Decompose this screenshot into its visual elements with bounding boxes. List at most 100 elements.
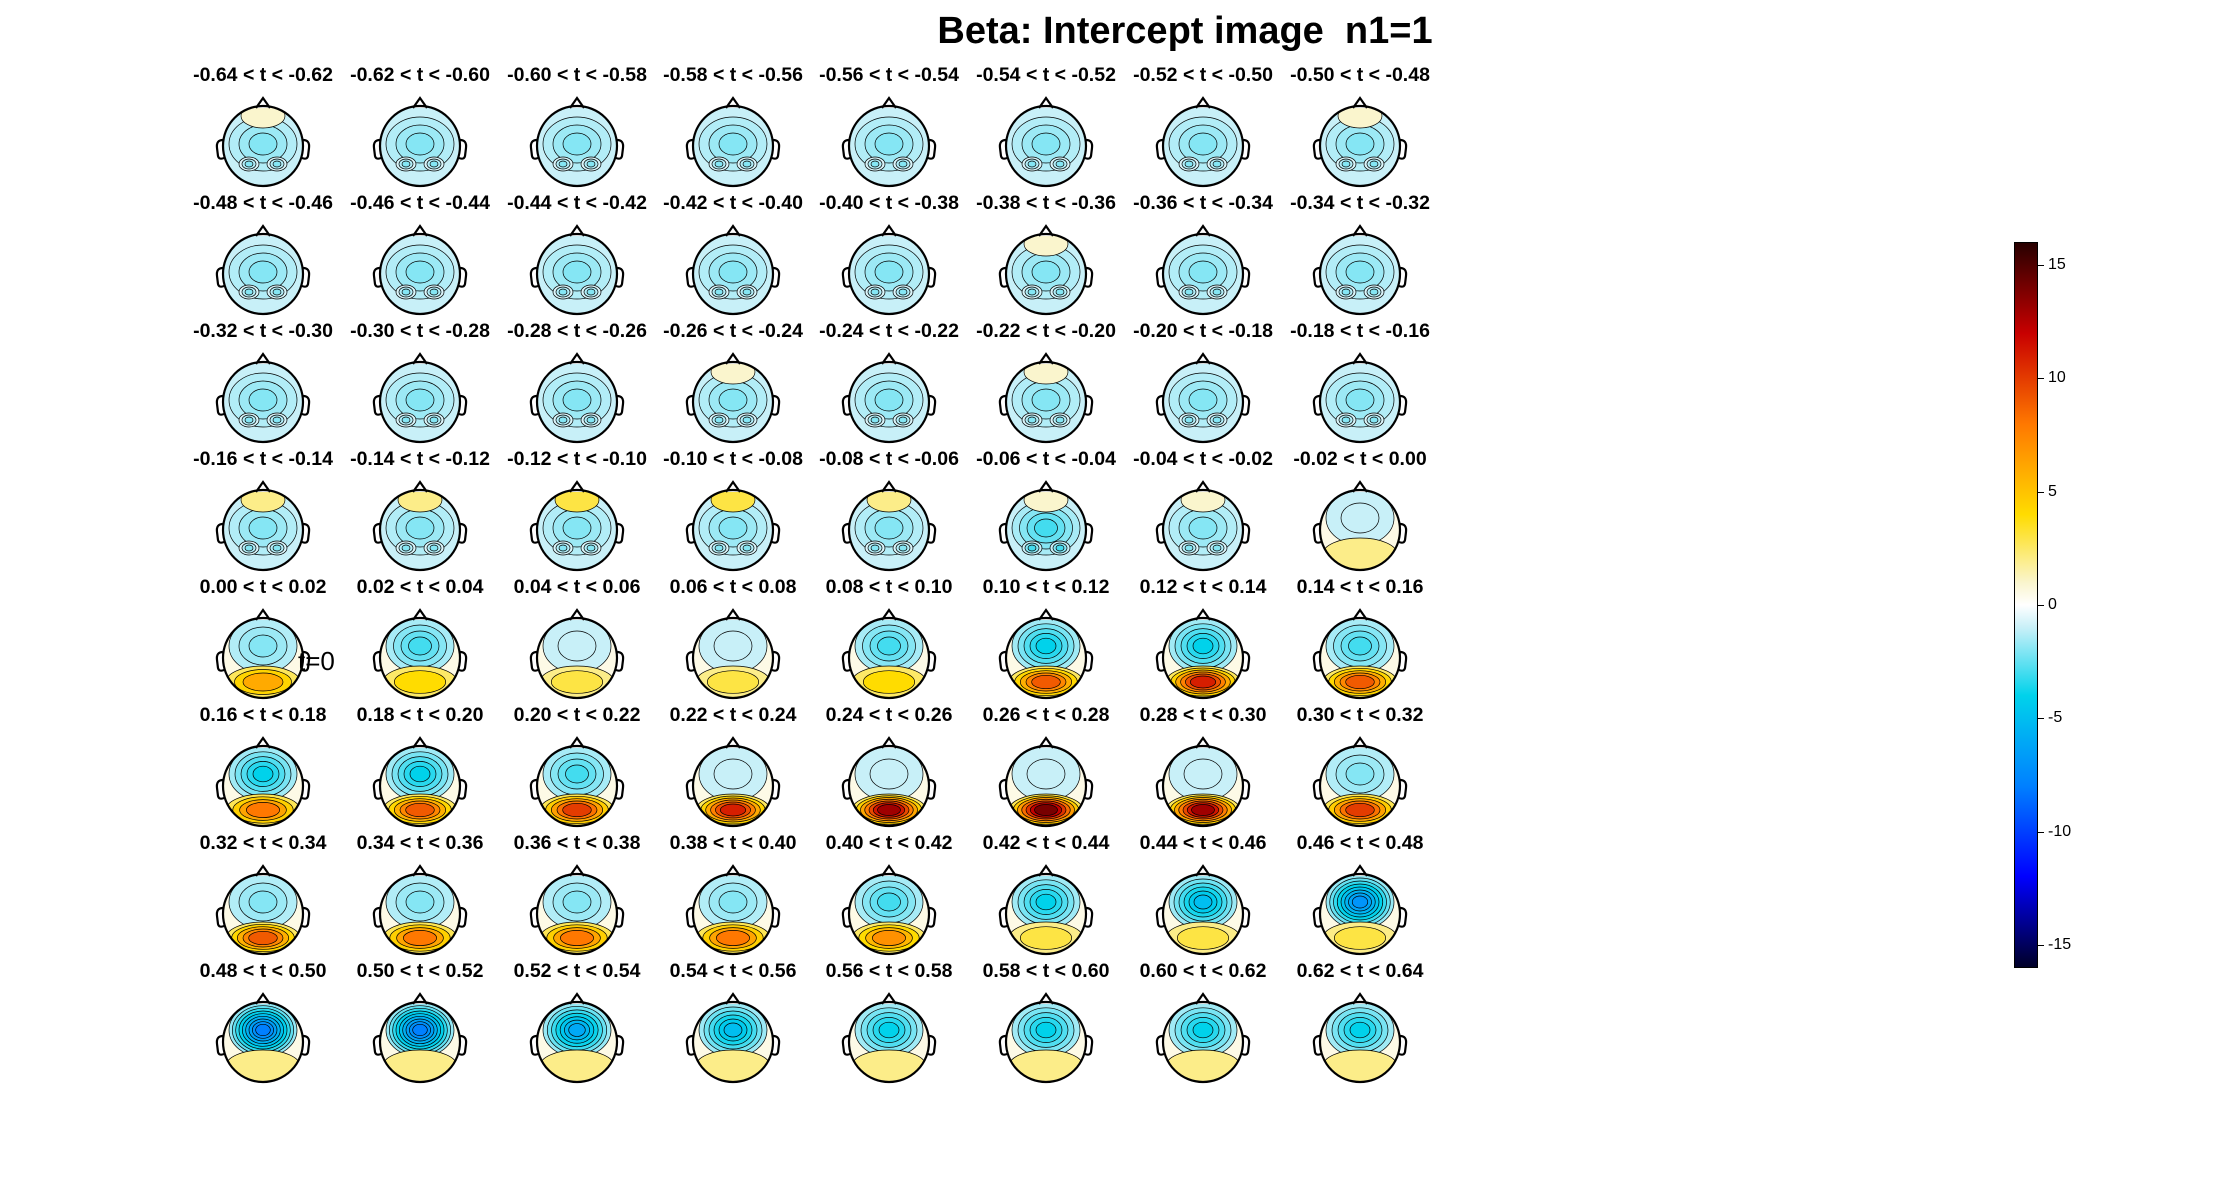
- scalp-map: [693, 1002, 773, 1082]
- scalp-map: [1006, 362, 1086, 442]
- posterior-contour: [1184, 416, 1194, 424]
- negative-contour: [409, 765, 431, 783]
- positive-contour: [242, 672, 284, 692]
- scalp-map: [380, 106, 460, 186]
- head-outline: [1161, 104, 1245, 188]
- left-ear: [215, 266, 225, 288]
- left-ear: [998, 906, 1008, 928]
- negative-contour: [248, 388, 278, 412]
- head-outline: [1161, 616, 1245, 700]
- head-outline: [378, 744, 462, 828]
- topoplot-head: [215, 224, 311, 316]
- scalp-map: [537, 106, 617, 186]
- right-ear: [1241, 650, 1251, 672]
- panel-title: -0.52 < t < -0.50: [1133, 64, 1273, 86]
- posterior-contour: [742, 544, 752, 552]
- colorbar-tick-label: 0: [2048, 596, 2057, 613]
- colorbar-tick-label: 10: [2048, 369, 2066, 387]
- posterior-contour: [714, 288, 724, 296]
- right-ear: [1398, 394, 1408, 416]
- posterior-contour: [1027, 544, 1037, 552]
- left-ear: [841, 266, 851, 288]
- positive-contour: [560, 930, 594, 946]
- topoplot-head: [215, 608, 311, 700]
- right-ear: [458, 266, 468, 288]
- panel-title: 0.54 < t < 0.56: [669, 960, 797, 982]
- right-ear: [1084, 778, 1094, 800]
- left-ear: [372, 394, 382, 416]
- head-outline: [847, 616, 931, 700]
- head-outline: [221, 744, 305, 828]
- panel-title: 0.50 < t < 0.52: [356, 960, 484, 982]
- topoplot-head: [215, 480, 311, 572]
- left-ear: [685, 522, 695, 544]
- left-ear: [215, 1034, 225, 1056]
- panel-title: -0.60 < t < -0.58: [507, 64, 647, 86]
- posterior-contour: [1212, 160, 1222, 168]
- negative-contour: [718, 516, 748, 540]
- positive-contour: [382, 1049, 458, 1082]
- left-ear: [998, 394, 1008, 416]
- left-ear: [1312, 906, 1322, 928]
- right-ear: [771, 650, 781, 672]
- positive-contour: [706, 670, 760, 694]
- head-outline: [1161, 1000, 1245, 1084]
- posterior-contour: [1212, 416, 1222, 424]
- left-ear: [841, 522, 851, 544]
- negative-contour: [874, 516, 904, 540]
- negative-contour: [248, 634, 278, 658]
- topoplot-panel: 0.52 < t < 0.54: [462, 960, 692, 1088]
- left-ear: [685, 138, 695, 160]
- negative-contour: [874, 388, 904, 412]
- negative-contour: [405, 388, 435, 412]
- right-ear: [1398, 138, 1408, 160]
- scalp-map: [1320, 490, 1400, 570]
- right-ear: [771, 138, 781, 160]
- left-ear: [998, 778, 1008, 800]
- topoplot-panel: -0.48 < t < -0.46: [148, 192, 378, 320]
- scalp-map: [223, 746, 303, 826]
- negative-contour: [874, 132, 904, 156]
- topoplot-head: [841, 480, 937, 572]
- topoplot-head: [529, 992, 625, 1084]
- left-ear: [1312, 650, 1322, 672]
- head-outline: [1161, 872, 1245, 956]
- left-ear: [998, 266, 1008, 288]
- topoplot-head: [372, 736, 468, 828]
- left-ear: [998, 650, 1008, 672]
- negative-contour: [1188, 388, 1218, 412]
- scalp-map: [380, 874, 460, 954]
- negative-contour: [557, 630, 597, 662]
- scalp-map: [1006, 106, 1086, 186]
- positive-contour: [1191, 804, 1215, 816]
- topoplot-head: [372, 608, 468, 700]
- topoplot-head: [1312, 224, 1408, 316]
- right-ear: [1398, 906, 1408, 928]
- posterior-contour: [1341, 288, 1351, 296]
- head-outline: [847, 488, 931, 572]
- colorbar-gradient: [2014, 242, 2038, 968]
- left-ear: [841, 138, 851, 160]
- topoplot-panel: -0.54 < t < -0.52: [931, 64, 1161, 192]
- left-ear: [1155, 522, 1165, 544]
- frontal-contour: [397, 490, 443, 513]
- scalp-map: [1163, 618, 1243, 698]
- head-outline: [847, 232, 931, 316]
- topoplot-head: [998, 352, 1094, 444]
- colorbar-tick-label: 5: [2048, 482, 2057, 500]
- head-outline: [1004, 360, 1088, 444]
- positive-contour: [1176, 926, 1230, 950]
- right-ear: [771, 778, 781, 800]
- head-outline: [1004, 872, 1088, 956]
- negative-contour: [718, 260, 748, 284]
- topoplot-head: [529, 224, 625, 316]
- right-ear: [615, 650, 625, 672]
- negative-contour: [248, 260, 278, 284]
- left-ear: [215, 138, 225, 160]
- topoplot-panel: -0.58 < t < -0.56: [618, 64, 848, 192]
- topoplot-panel: -0.64 < t < -0.62: [148, 64, 378, 192]
- topoplot-head: [529, 608, 625, 700]
- left-ear: [841, 906, 851, 928]
- left-ear: [529, 138, 539, 160]
- scalp-map: [537, 746, 617, 826]
